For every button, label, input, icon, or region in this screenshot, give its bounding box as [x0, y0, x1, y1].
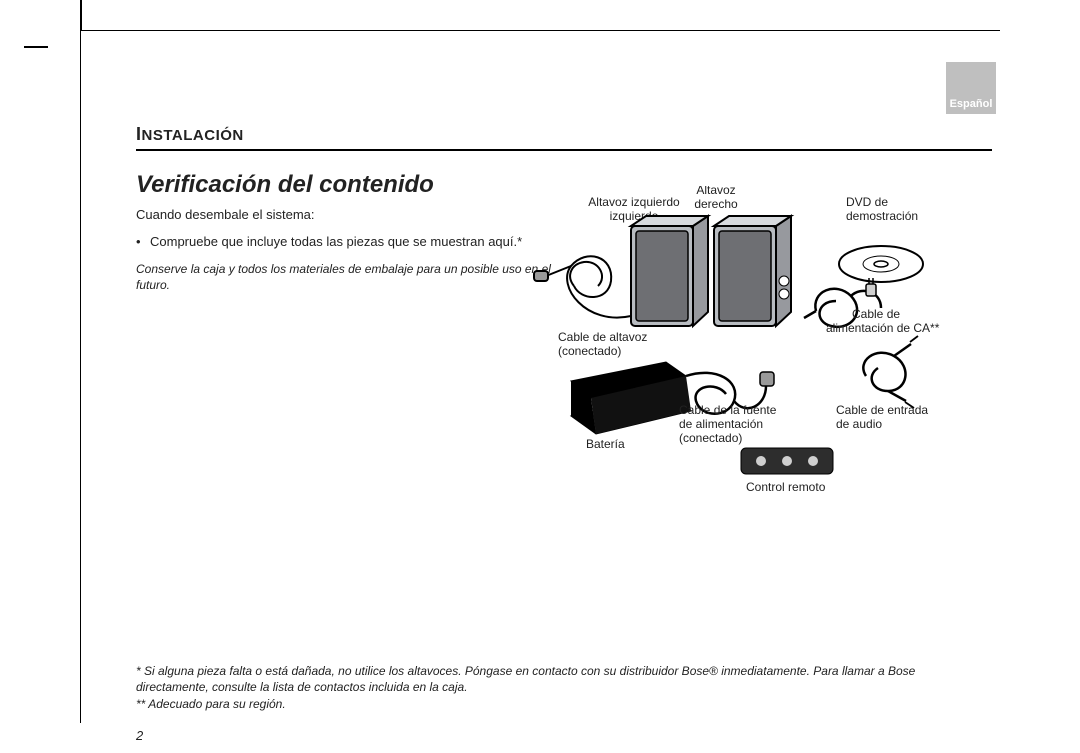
svg-text:derecho: derecho: [694, 197, 738, 211]
page-number: 2: [136, 728, 143, 743]
chapter-title-rest: NSTALACIÓN: [142, 127, 244, 144]
label-ac-cable-2: alimentación de CA**: [826, 321, 940, 335]
intro-line: Cuando desembale el sistema:: [136, 207, 556, 222]
dvd-icon: [839, 246, 923, 282]
label-battery: Batería: [586, 437, 625, 451]
remote-control-icon: [741, 448, 833, 474]
keep-box-note: Conserve la caja y todos los materiales …: [136, 261, 556, 293]
bullet-item: • Compruebe que incluye todas las piezas…: [136, 234, 556, 251]
section-title: Verificación del contenido: [136, 171, 556, 199]
label-audio-cable-2: de audio: [836, 417, 882, 431]
label-psu-cable-2: de alimentación: [679, 417, 763, 431]
svg-text:demostración: demostración: [846, 209, 918, 223]
footnotes: * Si alguna pieza falta o está dañada, n…: [136, 663, 988, 713]
right-speaker-icon: [714, 216, 791, 326]
label-speaker-cable-1: Cable de altavoz: [558, 330, 647, 344]
crop-mark-left: [24, 46, 48, 48]
language-tab: Español: [946, 62, 996, 114]
label-right-speaker: Altavoz: [696, 186, 735, 197]
chapter-title: INSTALACIÓN: [136, 124, 992, 145]
carton-contents-illustration: Altavoz izquierdo izquierdo Altavoz dere…: [516, 186, 986, 506]
label-audio-cable-1: Cable de entrada: [836, 403, 928, 417]
bullet-text: Compruebe que incluye todas las piezas q…: [150, 234, 522, 251]
footnote-dblstar: ** Adecuado para su región.: [136, 696, 988, 713]
speaker-cable-icon: [534, 256, 631, 317]
left-speaker-icon: [631, 216, 708, 326]
label-remote: Control remoto: [746, 480, 826, 494]
label-psu-cable-1: Cable de la fuente: [679, 403, 777, 417]
bullet-mark: •: [136, 234, 150, 251]
power-supply-icon: [571, 362, 691, 434]
footnote-star: * Si alguna pieza falta o está dañada, n…: [136, 663, 988, 697]
label-ac-cable-1: Cable de: [852, 307, 900, 321]
crop-mark-top: [80, 0, 82, 30]
label-dvd: DVD de: [846, 195, 888, 209]
title-rule: [136, 149, 992, 151]
label-psu-cable-3: (conectado): [679, 431, 742, 445]
label-left-speaker: Altavoz izquierdo: [588, 195, 680, 209]
audio-input-cable-icon: [863, 336, 918, 408]
label-speaker-cable-2: (conectado): [558, 344, 621, 358]
language-tab-label: Español: [950, 98, 993, 110]
